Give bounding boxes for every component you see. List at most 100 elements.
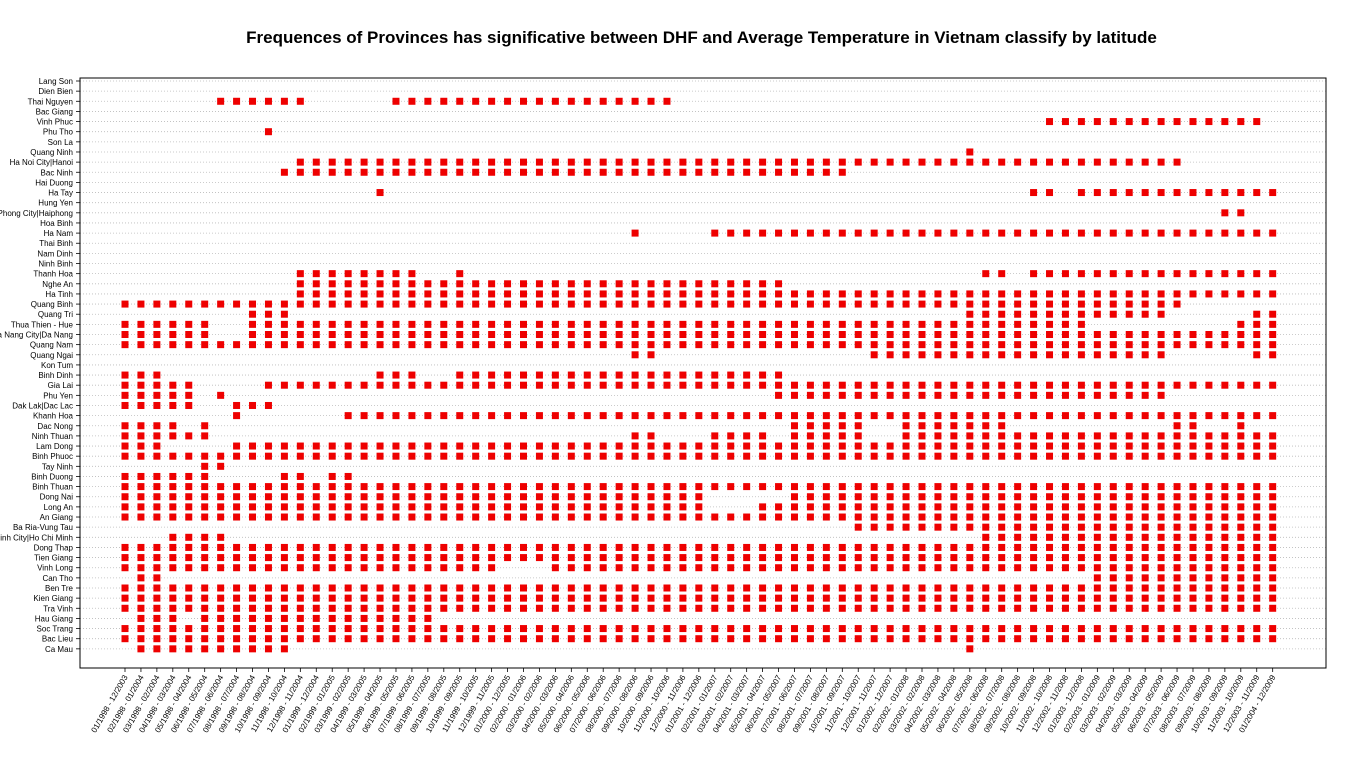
data-point <box>472 483 480 491</box>
data-point <box>775 442 783 450</box>
data-point <box>233 493 241 501</box>
data-point <box>583 371 591 379</box>
data-point <box>312 604 320 612</box>
data-point <box>775 331 783 338</box>
data-point <box>775 381 783 389</box>
data-point <box>918 604 926 612</box>
data-point <box>759 371 767 379</box>
data-point <box>806 290 814 298</box>
data-point <box>838 625 846 633</box>
data-point <box>1109 533 1117 541</box>
data-point <box>1030 381 1038 389</box>
data-point <box>1014 391 1022 399</box>
data-point <box>217 645 225 653</box>
data-point <box>153 625 161 633</box>
data-point <box>1061 625 1069 633</box>
data-point <box>121 493 129 501</box>
y-tick-label: Lang Son <box>39 77 73 86</box>
data-point <box>631 412 639 420</box>
data-point <box>679 594 687 602</box>
data-point <box>424 290 432 298</box>
data-point <box>1014 320 1022 328</box>
data-point <box>1157 341 1165 349</box>
data-point <box>1046 594 1054 602</box>
data-point <box>1173 412 1181 420</box>
data-point <box>520 483 527 491</box>
data-point <box>328 270 336 278</box>
data-point <box>153 503 161 511</box>
data-point <box>647 625 655 633</box>
data-point <box>440 97 448 105</box>
y-tick-label: Binh Thuan <box>32 483 73 492</box>
data-point <box>663 158 671 166</box>
data-point <box>1157 118 1165 126</box>
data-point <box>1061 604 1069 612</box>
data-point <box>535 584 543 592</box>
data-point <box>886 594 894 602</box>
data-point <box>982 543 990 551</box>
data-point <box>312 270 320 278</box>
data-point <box>169 341 177 349</box>
data-point <box>806 543 814 551</box>
data-point <box>1077 381 1085 389</box>
data-point <box>567 158 575 166</box>
data-point <box>264 513 272 521</box>
data-point <box>233 503 241 511</box>
data-point <box>408 584 416 592</box>
data-point <box>360 584 368 592</box>
data-point <box>153 513 161 521</box>
data-point <box>567 97 575 105</box>
data-point <box>169 391 177 399</box>
data-point <box>137 635 145 643</box>
data-point <box>376 189 384 197</box>
data-point <box>615 503 623 511</box>
data-point <box>775 543 783 551</box>
data-point <box>599 280 607 288</box>
data-point <box>344 158 352 166</box>
data-point <box>934 351 942 359</box>
data-point <box>790 412 798 420</box>
data-point <box>1141 412 1149 420</box>
data-point <box>998 381 1006 389</box>
data-point <box>1237 533 1245 541</box>
data-point <box>535 371 543 379</box>
data-point <box>1141 594 1149 602</box>
data-point <box>902 341 910 349</box>
data-point <box>822 331 830 338</box>
data-point <box>822 168 830 176</box>
data-point <box>1141 381 1149 389</box>
data-point <box>1077 503 1085 511</box>
data-point <box>982 391 990 399</box>
data-point <box>551 604 559 612</box>
data-point <box>1205 543 1213 551</box>
data-point <box>280 300 288 308</box>
data-point <box>759 341 767 349</box>
data-point <box>631 503 639 511</box>
data-point <box>233 483 241 491</box>
data-point <box>679 604 687 612</box>
data-point <box>264 341 272 349</box>
data-point <box>870 452 878 460</box>
data-point <box>1014 523 1022 531</box>
data-point <box>1189 422 1197 430</box>
data-point <box>520 300 527 308</box>
data-point <box>1141 270 1149 278</box>
data-point <box>376 503 384 511</box>
data-point <box>408 412 416 420</box>
data-point <box>902 564 910 572</box>
data-point <box>440 635 448 643</box>
data-point <box>472 625 480 633</box>
data-point <box>360 300 368 308</box>
data-point <box>902 331 910 338</box>
data-point <box>1157 594 1165 602</box>
data-point <box>264 584 272 592</box>
data-point <box>886 543 894 551</box>
data-point <box>296 483 304 491</box>
data-point <box>264 543 272 551</box>
data-point <box>1237 604 1245 612</box>
data-point <box>280 614 288 622</box>
data-point <box>679 584 687 592</box>
data-point <box>599 412 607 420</box>
chart-title: Frequences of Provinces has significativ… <box>246 28 1157 47</box>
data-point <box>472 543 480 551</box>
